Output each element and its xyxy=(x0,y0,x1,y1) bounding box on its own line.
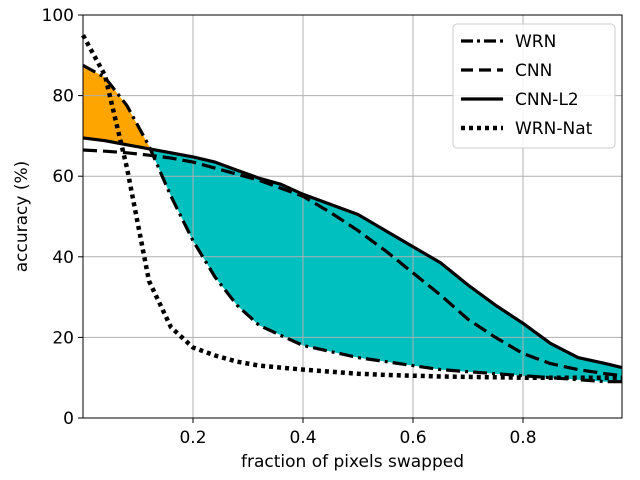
x-tick-label: 0.6 xyxy=(399,428,426,448)
y-tick-label: 100 xyxy=(42,6,74,26)
series-lines xyxy=(81,34,623,384)
axis-ticks: 0.2 0.4 0.6 0.8 0 20 40 60 80 100 xyxy=(42,6,537,448)
legend-box xyxy=(452,23,616,149)
series-line-cnn-l2 xyxy=(82,136,623,370)
y-tick-label: 80 xyxy=(52,87,74,107)
legend-label-wrn-nat: WRN-Nat xyxy=(515,119,593,139)
fill-region-wrn-above xyxy=(83,65,151,149)
y-axis-label: accuracy (%) xyxy=(12,161,32,273)
axes-frame xyxy=(82,14,623,419)
series-line-cnn xyxy=(82,148,623,378)
y-tick-label: 20 xyxy=(52,328,74,348)
legend-label-wrn: WRN xyxy=(515,32,556,52)
legend-label-cnn: CNN xyxy=(515,61,552,81)
x-tick-label: 0.4 xyxy=(289,428,316,448)
x-tick-label: 0.2 xyxy=(179,428,206,448)
y-tick-label: 0 xyxy=(63,409,74,429)
legend-label-cnn-l2: CNN-L2 xyxy=(515,90,579,110)
x-axis-label: fraction of pixels swapped xyxy=(241,452,464,472)
series-line-wrn-nat xyxy=(81,34,622,380)
fill-regions xyxy=(83,65,623,382)
series-line-wrn xyxy=(82,63,622,384)
fill-region-wrn-below xyxy=(150,149,623,382)
x-tick-label: 0.8 xyxy=(509,428,536,448)
y-tick-label: 60 xyxy=(52,167,74,187)
legend: WRN CNN CNN-L2 WRN-Nat xyxy=(452,23,616,149)
y-tick-label: 40 xyxy=(52,248,74,268)
